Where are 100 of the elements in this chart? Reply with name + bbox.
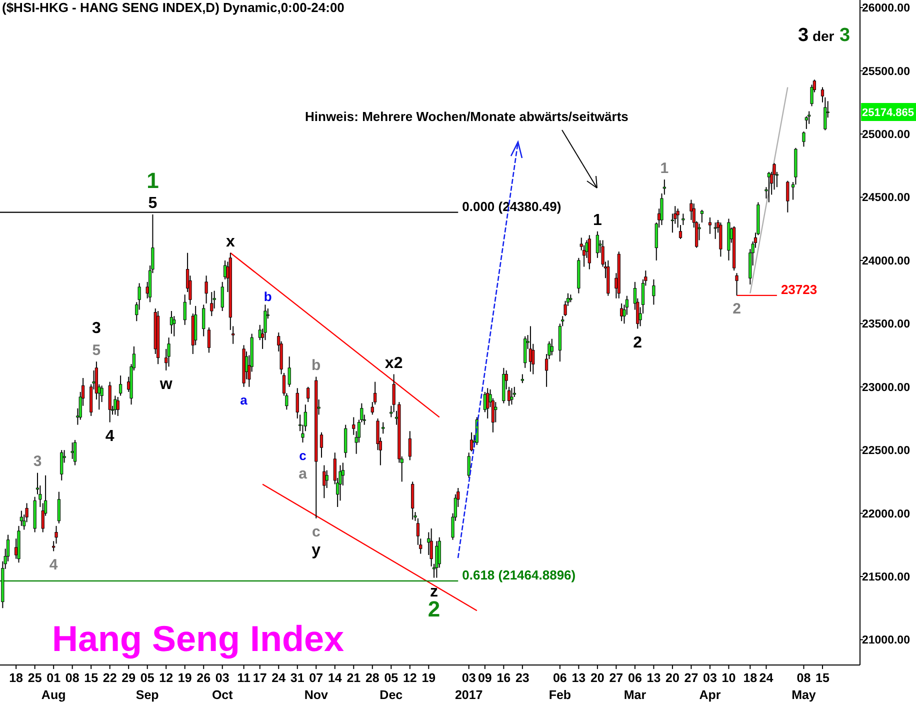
- candlestick: [73, 439, 77, 466]
- annotation: c: [299, 448, 306, 464]
- candlestick: [408, 430, 412, 461]
- annotation: 3: [92, 320, 101, 338]
- annotation: x: [226, 233, 235, 250]
- annotation: a: [298, 466, 308, 483]
- y-tick-label: 21000.00: [862, 634, 910, 647]
- x-tick-label: 12: [402, 671, 417, 685]
- candlestick: [682, 213, 685, 226]
- x-tick-label: 09: [478, 671, 492, 685]
- annotation: b: [312, 357, 321, 374]
- candlestick: [510, 388, 514, 406]
- candlestick: [288, 356, 291, 388]
- candlestick: [210, 292, 214, 317]
- y-tick-label: 22000.00: [862, 508, 910, 520]
- candlestick: [596, 230, 599, 258]
- candlestick: [804, 116, 808, 130]
- series-label: 0.618 (21464.8896): [462, 568, 576, 583]
- annotation: y: [312, 542, 321, 559]
- text: 25174.865: [862, 106, 914, 119]
- candlestick: [204, 275, 208, 304]
- y-tick-label: 24000.00: [862, 255, 910, 268]
- annotation: w: [158, 376, 173, 394]
- candlestick: [735, 272, 738, 296]
- x-tick-label: 26: [196, 671, 211, 685]
- x-tick-label: 16: [496, 671, 511, 685]
- y-tick-label: 23000.00: [862, 382, 910, 394]
- annotation: 5: [148, 195, 158, 212]
- text: Hang Seng Index: [52, 618, 344, 659]
- x-tick-label: 23: [515, 671, 530, 685]
- series-label: 23723: [780, 282, 818, 298]
- x-tick-label: 10: [722, 671, 736, 685]
- y-tick-label: 25500.00: [862, 66, 910, 78]
- candlestick: [652, 278, 656, 306]
- candlestick: [382, 422, 385, 434]
- candlestick: [467, 452, 470, 478]
- annotation: 1: [146, 168, 159, 194]
- y-tick-label: 22500.00: [862, 445, 910, 458]
- x-tick-label: 13: [572, 671, 586, 685]
- x-tick-label: 14: [328, 671, 342, 685]
- x-tick-label: 18: [9, 671, 24, 685]
- chart-title: ($HSI-HKG - HANG SENG INDEX,D) Dynamic,0:00-24:00: [2, 0, 344, 15]
- candlestick: [20, 510, 23, 526]
- annotation: x2: [384, 354, 403, 372]
- x-tick-label: 20: [590, 671, 604, 685]
- x-tick-label: 06 Mar: [624, 671, 646, 702]
- x-tick-label: 08: [65, 671, 80, 685]
- x-tick-label: 05 Sep: [136, 671, 160, 702]
- annotation: b: [264, 289, 272, 304]
- candlestick: [390, 405, 393, 418]
- candlestick: [494, 402, 498, 423]
- series-label: 0.000 (24380.49): [462, 199, 562, 214]
- candlestick: [70, 442, 74, 460]
- x-tick-label: 17: [252, 671, 267, 685]
- x-tick-label: 24: [272, 671, 286, 685]
- x-tick-label: 27: [609, 671, 624, 685]
- candlestick: [220, 281, 224, 312]
- annotation: 2: [633, 334, 642, 352]
- y-tick-label: 23500.00: [862, 318, 910, 331]
- x-tick-label: 11: [237, 671, 250, 685]
- candlestick: [183, 294, 186, 326]
- candlestick: [54, 525, 58, 544]
- annotation: 4: [105, 428, 114, 445]
- candlestick: [660, 192, 664, 226]
- x-tick-label: 13: [646, 671, 661, 685]
- x-tick-label: 15: [816, 671, 830, 685]
- annotation: 3 der 3: [798, 25, 850, 46]
- x-tick-label: 15: [84, 671, 98, 685]
- x-tick-label: 06 Feb: [548, 671, 572, 702]
- x-tick-label: 29: [122, 671, 136, 685]
- candlestick: [116, 396, 120, 416]
- candlestick: [435, 540, 438, 578]
- candlestick: [767, 171, 770, 203]
- candlestick: [322, 464, 326, 499]
- x-tick-label: 08 May: [792, 671, 816, 702]
- annotation: c: [312, 524, 320, 541]
- x-tick-label: 20: [666, 671, 680, 685]
- annotation: 5: [92, 342, 101, 359]
- candlestick: [202, 304, 206, 337]
- annotation: 2: [732, 300, 741, 318]
- candlestick: [207, 326, 211, 354]
- annotation: 3: [33, 453, 42, 470]
- y-tick-label: 25000.00: [862, 129, 910, 142]
- y-tick-label: 26000.00: [862, 2, 910, 15]
- annotation: Hinweis: Mehrere Wochen/Monate abwärts/seitwärts: [305, 109, 628, 124]
- y-tick-label: 24500.00: [862, 192, 910, 204]
- candlestick: [550, 338, 554, 356]
- candlestick: [306, 386, 310, 403]
- candlestick: [714, 222, 717, 240]
- candlestick: [708, 216, 712, 234]
- candlestick: [320, 432, 324, 458]
- annotation: 4: [49, 556, 58, 574]
- annotation: 1: [592, 212, 602, 229]
- candlestick: [802, 130, 806, 148]
- x-tick-label: 12: [159, 671, 174, 685]
- x-tick-label: 05 Dec: [380, 671, 403, 702]
- x-tick-label: 27: [684, 671, 698, 685]
- y-tick-label: 21500.00: [862, 572, 910, 584]
- x-tick-label: 03 Apr: [699, 671, 721, 702]
- candlestick: [114, 395, 117, 416]
